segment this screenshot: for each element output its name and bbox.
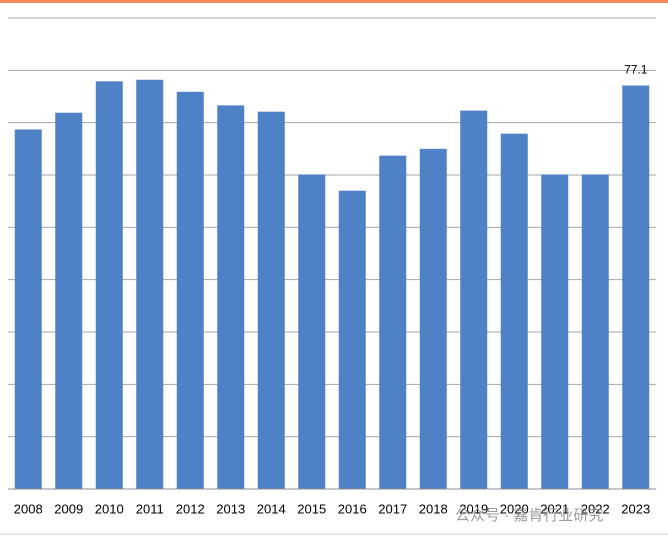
x-tick-label: 2016 <box>338 501 367 516</box>
bar <box>176 91 204 489</box>
data-label: 77.1 <box>624 63 648 77</box>
x-tick-label: 2020 <box>500 501 529 516</box>
bar <box>460 110 488 489</box>
bar <box>14 129 42 489</box>
x-tick-label: 2019 <box>459 501 488 516</box>
x-tick-label: 2011 <box>136 501 164 516</box>
watermark: 公众号 · 嘉肯行业研究 <box>455 507 603 524</box>
bar <box>55 112 83 490</box>
x-tick-label: 2015 <box>297 501 326 516</box>
x-tick-label: 2013 <box>216 501 245 516</box>
bar <box>379 155 407 490</box>
bar <box>419 148 447 490</box>
x-tick-label: 2022 <box>581 501 610 516</box>
x-tick-label: 2009 <box>54 501 83 516</box>
x-tick-label: 2008 <box>14 501 43 516</box>
bar <box>95 81 123 489</box>
bar <box>338 190 366 489</box>
bar <box>541 174 569 489</box>
x-tick-label: 2023 <box>621 501 650 516</box>
x-tick-label: 2014 <box>257 501 286 516</box>
bar <box>136 79 164 490</box>
top-accent <box>0 0 668 3</box>
x-tick-label: 2018 <box>419 501 448 516</box>
bar <box>298 174 326 489</box>
bar <box>581 174 609 489</box>
x-tick-label: 2021 <box>540 501 569 516</box>
x-tick-label: 2017 <box>378 501 407 516</box>
bar <box>257 111 285 489</box>
bar <box>622 85 650 489</box>
x-tick-label: 2010 <box>95 501 124 516</box>
bar <box>217 105 245 489</box>
bar <box>500 133 528 489</box>
x-tick-label: 2012 <box>176 501 205 516</box>
